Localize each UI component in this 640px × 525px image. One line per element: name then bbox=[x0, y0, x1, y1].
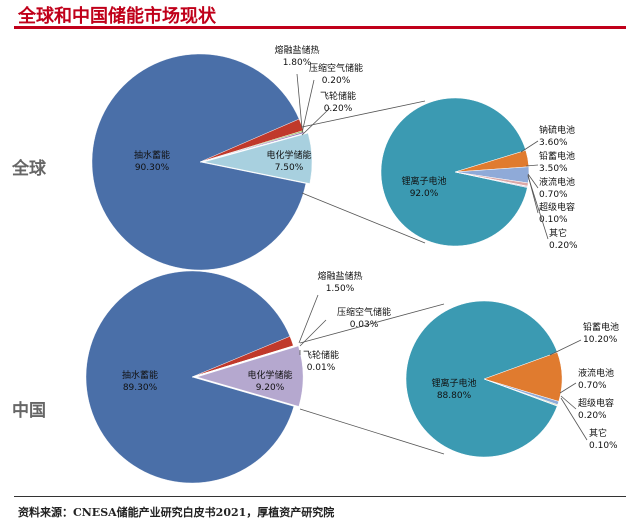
leader-main-1-2 bbox=[299, 319, 327, 347]
label-main-0-3: 飞轮储能 0.20% bbox=[320, 90, 356, 114]
label-sub-0-2: 铅蓄电池 3.50% bbox=[539, 150, 575, 174]
leader-sub-1-3 bbox=[560, 395, 577, 410]
leader-sub-1-4 bbox=[560, 397, 588, 441]
leader-main-1-1 bbox=[298, 294, 319, 344]
leader-sub-1-1 bbox=[549, 339, 582, 356]
label-main-1-0: 抽水蓄能 89.30% bbox=[122, 369, 158, 393]
title-underline bbox=[14, 26, 626, 29]
label-main-0-0: 抽水蓄能 90.30% bbox=[134, 149, 170, 173]
label-sub-1-4: 其它 0.10% bbox=[589, 427, 618, 451]
label-sub-0-0: 锂离子电池 92.0% bbox=[401, 175, 446, 199]
label-sub-0-5: 其它 0.20% bbox=[549, 227, 578, 251]
source-note: 资料来源：CNESA储能产业研究白皮书2021，厚植资产研究院 bbox=[18, 506, 335, 519]
connector-bottom-1 bbox=[299, 408, 445, 455]
breakdown-slice-global-5 bbox=[454, 171, 528, 188]
pie-slice-global-4 bbox=[203, 132, 313, 184]
label-main-0-1: 熔融盐储热 1.80% bbox=[274, 44, 319, 68]
region-label-china: 中国 bbox=[12, 401, 46, 421]
breakdown-slice-china-4 bbox=[483, 378, 558, 407]
footer-rule bbox=[14, 496, 626, 497]
label-main-0-4: 电化学储能 7.50% bbox=[266, 149, 311, 173]
label-main-1-1: 熔融盐储热 1.50% bbox=[317, 270, 362, 294]
label-sub-1-0: 锂离子电池 88.80% bbox=[431, 377, 476, 401]
leader-main-0-3 bbox=[301, 107, 331, 136]
leader-sub-0-5 bbox=[527, 175, 549, 240]
label-sub-0-4: 超级电容 0.10% bbox=[539, 201, 575, 225]
breakdown-slice-china-0 bbox=[405, 300, 558, 458]
pie-slice-china-4 bbox=[196, 345, 304, 407]
label-sub-0-1: 钠硫电池 3.60% bbox=[539, 124, 575, 148]
connector-top-1 bbox=[299, 303, 445, 344]
pie-slice-global-0 bbox=[91, 53, 307, 271]
leader-main-0-2 bbox=[301, 79, 315, 134]
label-sub-1-3: 超级电容 0.20% bbox=[578, 397, 614, 421]
page-title: 全球和中国储能市场现状 bbox=[18, 6, 216, 27]
label-sub-0-3: 液流电池 0.70% bbox=[539, 176, 575, 200]
label-sub-1-2: 液流电池 0.70% bbox=[578, 367, 614, 391]
label-main-1-3: 飞轮储能 0.01% bbox=[303, 349, 339, 373]
pie-slice-china-0 bbox=[85, 270, 295, 484]
leader-sub-0-2 bbox=[525, 164, 539, 167]
leader-main-0-1 bbox=[296, 73, 303, 129]
label-main-0-2: 压缩空气储能 0.20% bbox=[309, 62, 363, 86]
leader-sub-0-3 bbox=[527, 173, 539, 189]
breakdown-slice-global-0 bbox=[380, 97, 528, 247]
connector-bottom-0 bbox=[301, 192, 426, 244]
region-label-global: 全球 bbox=[12, 159, 46, 179]
label-main-1-4: 电化学储能 9.20% bbox=[247, 369, 292, 393]
connector-top-0 bbox=[301, 100, 426, 128]
label-main-1-2: 压缩空气储能 0.03% bbox=[337, 306, 391, 330]
leader-sub-0-1 bbox=[520, 140, 539, 153]
label-sub-1-1: 铅蓄电池 10.20% bbox=[583, 321, 619, 345]
leader-sub-1-2 bbox=[559, 382, 577, 394]
pie-slice-china-3 bbox=[191, 345, 294, 378]
